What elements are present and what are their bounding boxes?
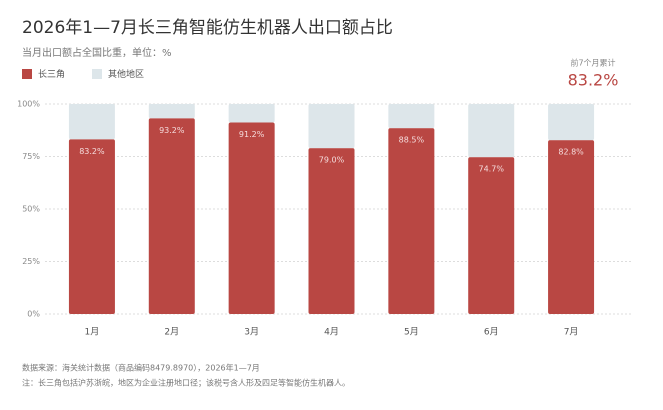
data-label: 74.7% [479,165,505,174]
y-tick-label: 75% [22,152,40,161]
bar-segment [308,104,355,149]
x-tick-label: 4月 [324,327,339,338]
bar-segment [548,104,595,141]
source: 数据来源：海关统计数据（商品编码8479.8970），2026年1—7月 [22,363,260,373]
bar-segment [228,122,275,314]
x-tick-label: 2月 [164,327,179,338]
data-label: 91.2% [239,130,265,139]
y-tick-label: 100% [17,100,40,109]
y-tick-label: 50% [22,205,40,214]
bar-segment [548,140,595,314]
legend-swatch [22,69,32,79]
y-tick-label: 25% [22,257,40,266]
data-label: 88.5% [399,136,425,145]
bar-segment [308,148,355,314]
x-tick-label: 3月 [244,327,259,338]
x-tick-label: 5月 [404,327,419,338]
data-label: 93.2% [159,126,185,135]
x-tick-label: 6月 [484,327,499,338]
annotation-value: 83.2% [568,71,619,90]
x-tick-label: 1月 [85,327,100,338]
bar-segment [148,104,195,119]
bar-segment [148,118,195,314]
note: 注：长三角包括沪苏浙皖，地区为企业注册地口径；该税号含人形及四足等智能仿生机器人… [22,378,350,388]
bar-segment [68,139,115,314]
legend-label: 其他地区 [108,68,144,80]
legend-swatch [92,69,102,79]
x-tick-label: 7月 [564,327,579,338]
bar-segment [468,157,515,314]
data-label: 82.8% [558,148,584,157]
annotation-label: 前7个月累计 [570,58,615,68]
data-label: 79.0% [319,156,345,165]
bar-segment [388,128,435,314]
bar-segment [388,104,435,129]
data-label: 83.2% [79,147,105,156]
bar-segment [228,104,275,123]
bar-segment [68,104,115,140]
chart-subtitle: 当月出口额占全国比重，单位：% [22,46,172,59]
y-tick-label: 0% [27,310,40,319]
legend-label: 长三角 [38,68,65,80]
bar-segment [468,104,515,158]
chart-title: 2026年1—7月长三角智能仿生机器人出口额占比 [22,18,393,38]
